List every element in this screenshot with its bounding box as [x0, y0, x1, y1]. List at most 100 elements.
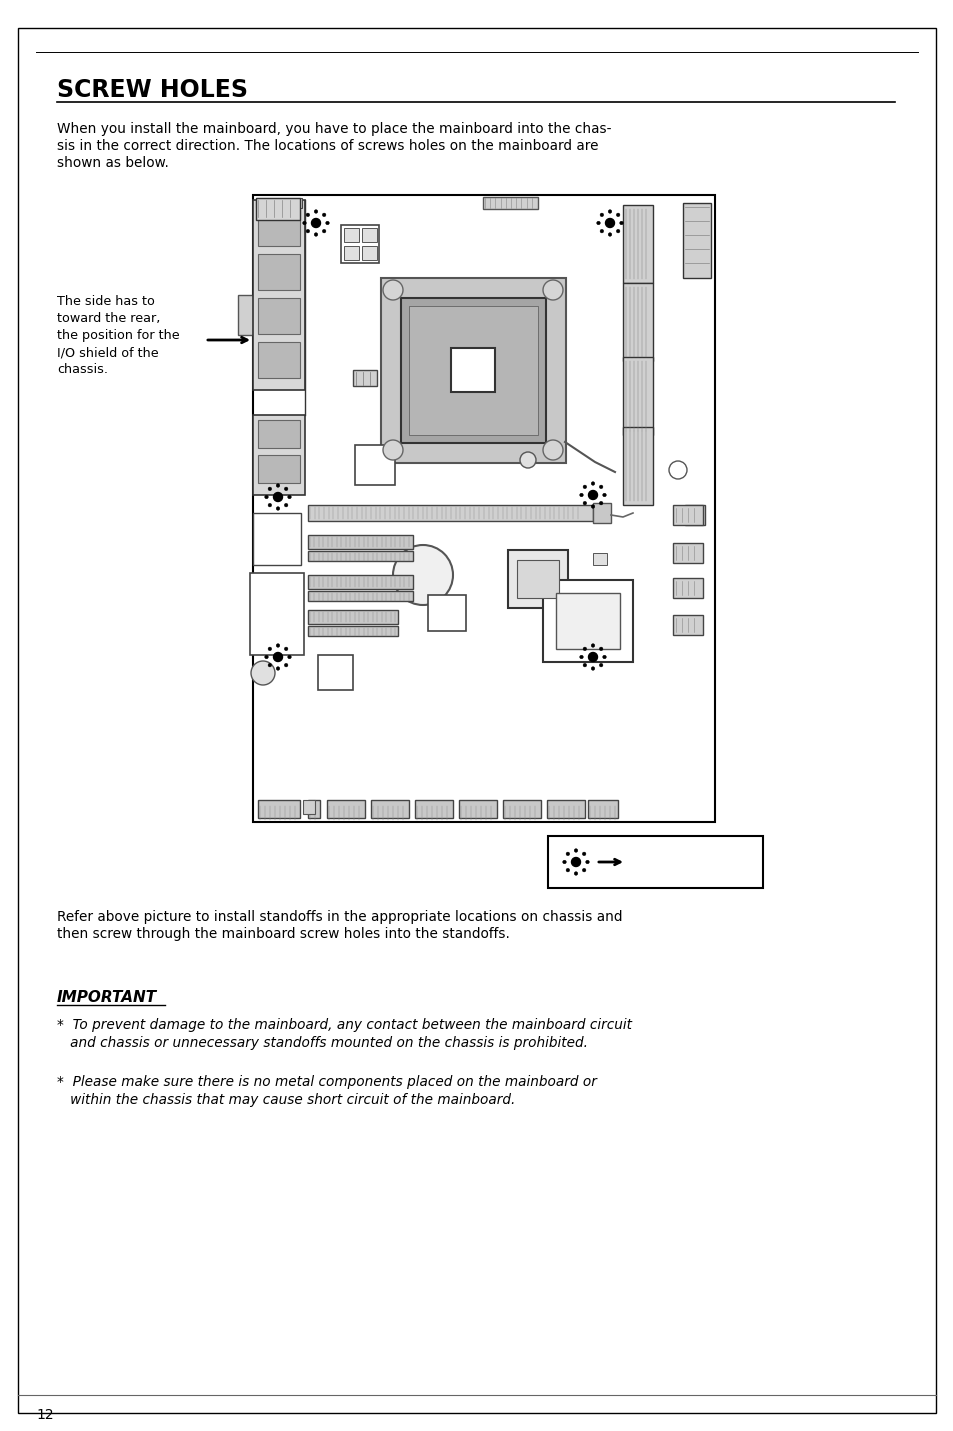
Circle shape — [582, 664, 586, 667]
Text: Refer above picture to install standoffs in the appropriate locations on chassis: Refer above picture to install standoffs… — [57, 910, 622, 924]
Bar — [428, 595, 465, 631]
Circle shape — [274, 492, 282, 501]
Circle shape — [591, 482, 594, 485]
Circle shape — [588, 653, 597, 661]
Bar — [308, 610, 397, 624]
Circle shape — [284, 504, 288, 507]
Circle shape — [562, 860, 566, 864]
Bar — [400, 298, 545, 444]
Bar — [257, 455, 299, 484]
Circle shape — [602, 655, 606, 658]
Circle shape — [382, 280, 402, 301]
Bar — [257, 421, 299, 448]
Circle shape — [276, 644, 279, 647]
Bar — [257, 253, 299, 290]
Bar — [308, 535, 413, 550]
Circle shape — [268, 664, 272, 667]
Bar — [593, 552, 606, 565]
Circle shape — [616, 213, 619, 216]
Bar — [253, 512, 301, 565]
Bar — [415, 800, 453, 819]
Circle shape — [605, 219, 614, 228]
Text: The side has to: The side has to — [57, 295, 154, 308]
Circle shape — [581, 869, 585, 871]
Bar — [257, 298, 299, 333]
Circle shape — [284, 647, 288, 651]
Bar — [361, 246, 376, 260]
Circle shape — [598, 664, 602, 667]
Text: chassis.: chassis. — [57, 363, 108, 376]
Bar — [587, 800, 618, 819]
Circle shape — [268, 504, 272, 507]
Circle shape — [602, 494, 606, 497]
Circle shape — [393, 545, 453, 605]
Text: When you install the mainboard, you have to place the mainboard into the chas-: When you install the mainboard, you have… — [57, 122, 611, 136]
Circle shape — [574, 871, 578, 876]
Circle shape — [325, 222, 329, 225]
Bar — [344, 246, 358, 260]
Text: toward the rear,: toward the rear, — [57, 312, 160, 325]
Circle shape — [314, 233, 317, 236]
Circle shape — [588, 491, 597, 499]
Circle shape — [598, 501, 602, 505]
Bar — [672, 615, 702, 635]
Bar — [622, 356, 652, 435]
Text: IMPORTANT: IMPORTANT — [57, 990, 157, 1005]
Circle shape — [571, 857, 579, 867]
Circle shape — [591, 505, 594, 508]
Circle shape — [264, 655, 268, 658]
Circle shape — [565, 851, 569, 856]
Circle shape — [276, 484, 279, 488]
Text: *  Please make sure there is no metal components placed on the mainboard or: * Please make sure there is no metal com… — [57, 1075, 597, 1089]
Text: shown as below.: shown as below. — [57, 156, 169, 170]
Circle shape — [579, 494, 582, 497]
Circle shape — [582, 485, 586, 488]
Text: within the chassis that may cause short circuit of the mainboard.: within the chassis that may cause short … — [57, 1093, 515, 1108]
Circle shape — [264, 495, 268, 499]
Circle shape — [608, 210, 611, 213]
Circle shape — [312, 219, 320, 228]
Bar — [502, 800, 540, 819]
Text: and chassis or unnecessary standoffs mounted on the chassis is prohibited.: and chassis or unnecessary standoffs mou… — [57, 1036, 587, 1050]
Circle shape — [582, 501, 586, 505]
Bar — [547, 836, 762, 889]
Circle shape — [306, 213, 310, 216]
Bar — [542, 580, 633, 663]
Bar — [257, 210, 299, 246]
Circle shape — [598, 647, 602, 651]
Circle shape — [284, 487, 288, 491]
Text: *  To prevent damage to the mainboard, any contact between the mainboard circuit: * To prevent damage to the mainboard, an… — [57, 1017, 631, 1032]
Bar — [371, 800, 409, 819]
Circle shape — [302, 222, 306, 225]
Circle shape — [268, 487, 272, 491]
Text: SCREW HOLES: SCREW HOLES — [57, 79, 248, 102]
Bar — [458, 800, 497, 819]
Bar — [317, 655, 353, 690]
Circle shape — [288, 495, 291, 499]
Bar — [622, 283, 652, 361]
Bar — [672, 578, 702, 598]
Bar — [308, 591, 413, 601]
Text: 12: 12 — [36, 1408, 53, 1422]
Circle shape — [591, 644, 594, 647]
Bar — [253, 195, 714, 821]
Bar — [622, 205, 652, 283]
Circle shape — [608, 233, 611, 236]
Bar — [482, 197, 537, 209]
Bar — [684, 505, 704, 525]
Bar — [253, 415, 305, 495]
Bar — [353, 371, 376, 386]
Circle shape — [582, 647, 586, 651]
Bar — [255, 197, 302, 207]
Bar — [622, 426, 652, 505]
Bar — [308, 505, 593, 521]
Bar — [556, 592, 619, 650]
Bar — [250, 572, 304, 655]
Text: the position for the: the position for the — [57, 329, 179, 342]
Bar — [682, 203, 710, 278]
Bar — [340, 225, 378, 263]
Bar — [303, 800, 314, 814]
Bar — [546, 800, 584, 819]
Text: I/O shield of the: I/O shield of the — [57, 346, 158, 359]
Text: sis in the correct direction. The locations of screws holes on the mainboard are: sis in the correct direction. The locati… — [57, 139, 598, 153]
